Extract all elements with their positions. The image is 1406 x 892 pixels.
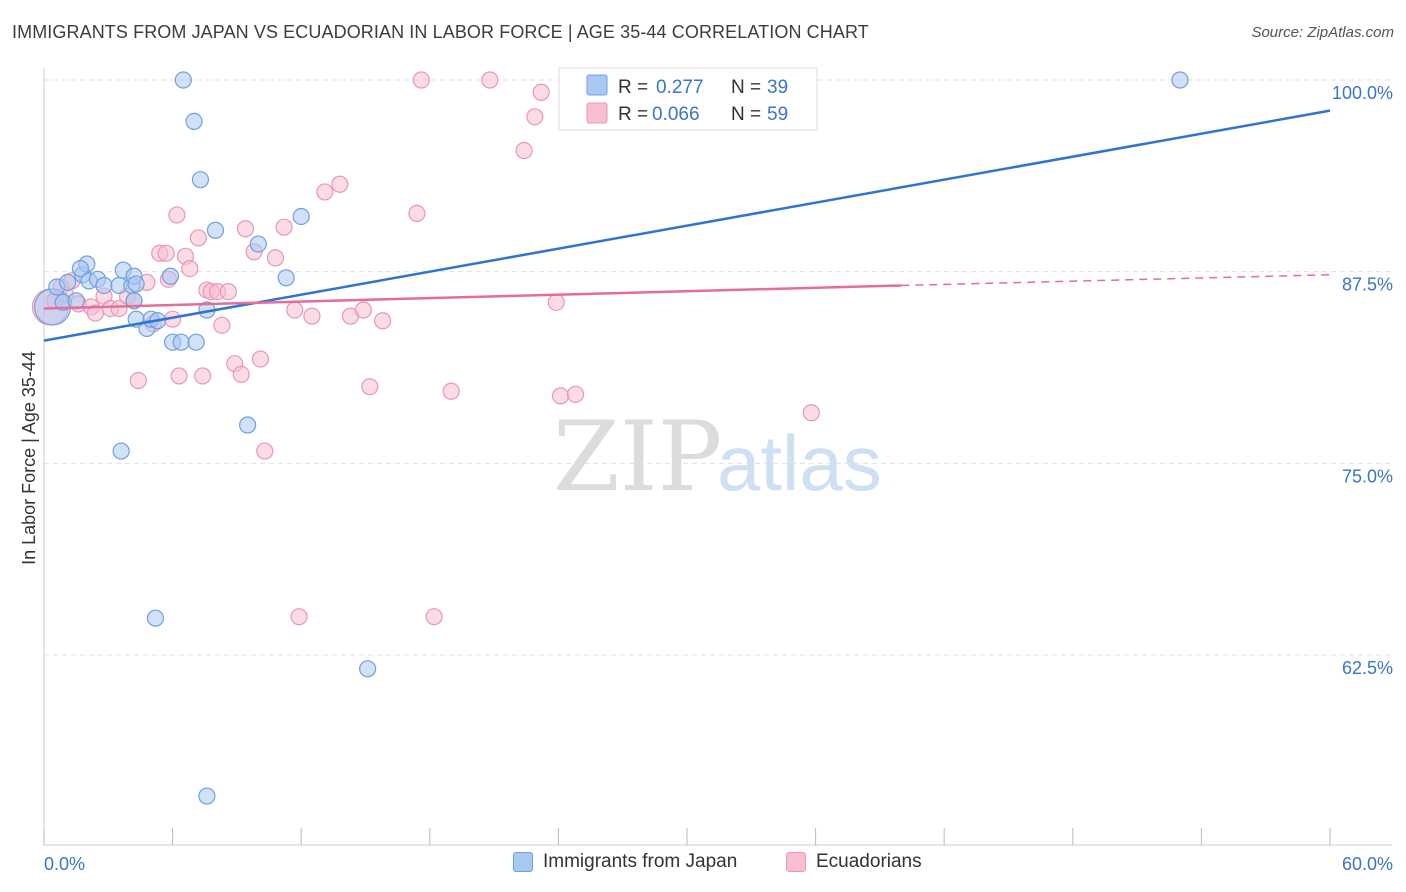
- legend-japan-label: Immigrants from Japan: [543, 851, 738, 872]
- ecuador-point: [170, 367, 188, 385]
- legend-japan-r-label: R =: [618, 77, 648, 98]
- ecuador-point: [425, 608, 443, 626]
- legend-ecuador-swatch: [586, 102, 608, 124]
- y-tick-label: 75.0%: [1342, 466, 1393, 486]
- x-tick-label: 0.0%: [44, 854, 85, 874]
- ecuador-point: [236, 220, 255, 238]
- japan-point: [127, 275, 145, 293]
- legend-item-ecuadorians[interactable]: Ecuadorians: [786, 851, 922, 873]
- ecuador-point: [266, 249, 285, 267]
- watermark-atlas: atlas: [717, 419, 882, 507]
- legend-item-japan[interactable]: Immigrants from Japan: [513, 851, 737, 873]
- ecuador-point: [189, 229, 207, 247]
- ecuador-point: [408, 204, 426, 222]
- legend-japan-r-value: 0.277: [656, 77, 704, 98]
- y-axis-label: In Labor Force | Age 35-44: [19, 351, 39, 565]
- ecuador-point: [331, 175, 349, 193]
- y-tick-label: 100.0%: [1332, 83, 1393, 103]
- japan-point: [292, 207, 310, 226]
- ecuador-point: [526, 108, 544, 126]
- legend-japan-n-value: 39: [767, 77, 788, 98]
- ecuador-point: [551, 387, 570, 405]
- japan-point: [112, 442, 130, 460]
- legend-ecuador-n-value: 59: [767, 104, 788, 125]
- ecuador-point: [547, 293, 565, 311]
- ecuador-point: [213, 316, 231, 334]
- japan-point: [146, 609, 165, 627]
- ecuador-point: [290, 608, 308, 626]
- points-layer: [31, 71, 1189, 805]
- ecuador-point: [303, 307, 321, 325]
- japan-point: [198, 787, 216, 805]
- watermark: ZIP atlas: [553, 401, 882, 513]
- ecuador-point: [354, 301, 372, 319]
- chart-title: IMMIGRANTS FROM JAPAN VS ECUADORIAN IN L…: [12, 22, 869, 42]
- trend-layer: [43, 109, 1331, 342]
- legend-japan-swatch: [586, 74, 608, 96]
- japan-point: [95, 276, 113, 295]
- ecuador-point: [110, 299, 128, 318]
- axes-layer: [43, 68, 1392, 846]
- ecuador-point: [566, 385, 585, 403]
- legend-top: R = 0.277 N = 39 R = 0.066 N = 59: [558, 67, 818, 131]
- ecuador-point: [181, 260, 199, 278]
- ecuador-point: [361, 378, 379, 396]
- ecuador-point: [374, 312, 392, 330]
- ecuador-point: [412, 71, 430, 89]
- ecuador-point: [219, 283, 237, 301]
- japan-point: [277, 269, 295, 287]
- ecuador-point: [442, 382, 460, 400]
- ecuador-trend-extension: [901, 273, 1331, 287]
- ecuador-point: [232, 365, 250, 383]
- ecuador-point: [515, 141, 533, 160]
- ecuador-point: [481, 71, 499, 89]
- legend-ecuador-label: Ecuadorians: [816, 851, 922, 872]
- ecuador-point: [129, 371, 147, 390]
- ecuador-point: [802, 404, 820, 422]
- ecuador-point: [532, 83, 550, 101]
- ecuador-point: [168, 206, 186, 224]
- y-tick-label: 62.5%: [1342, 658, 1393, 678]
- legend-japan-swatch: [513, 852, 533, 872]
- ecuador-point: [286, 301, 304, 319]
- japan-point: [58, 273, 77, 291]
- source-label: Source: ZipAtlas.com: [1251, 24, 1394, 41]
- watermark-zip: ZIP: [553, 401, 722, 513]
- legend-ecuador-swatch: [786, 852, 806, 872]
- japan-point: [191, 171, 210, 189]
- ecuador-trend-line: [43, 284, 902, 310]
- japan-point: [172, 333, 190, 351]
- japan-point: [239, 416, 257, 434]
- japan-point: [174, 71, 192, 89]
- ecuador-point: [194, 367, 212, 385]
- legend-japan-n-label: N =: [731, 77, 761, 98]
- labels-layer: 62.5% 75.0% 87.5% 100.0% 0.0% 60.0% In Labor F…: [19, 83, 1393, 874]
- ecuador-point: [275, 218, 293, 236]
- ecuador-point: [157, 244, 175, 262]
- japan-point: [359, 660, 377, 678]
- ecuador-point: [316, 183, 334, 201]
- x-tick-label: 60.0%: [1342, 854, 1393, 874]
- legend-bottom: Immigrants from Japan Ecuadorians: [0, 851, 1406, 877]
- japan-point: [185, 112, 203, 131]
- legend-ecuador-n-label: N =: [731, 104, 761, 125]
- japan-point: [161, 267, 180, 285]
- japan-point: [206, 221, 225, 239]
- legend-ecuador-r-value: 0.066: [652, 104, 700, 125]
- ecuador-point: [256, 442, 274, 460]
- japan-point: [71, 260, 90, 278]
- legend-ecuador-r-label: R =: [618, 104, 648, 125]
- ecuador-point: [251, 350, 270, 368]
- japan-point: [1171, 71, 1189, 89]
- japan-point: [187, 333, 205, 351]
- japan-point: [249, 235, 267, 253]
- japan-trend-line: [43, 109, 1331, 342]
- y-tick-label: 87.5%: [1342, 275, 1393, 295]
